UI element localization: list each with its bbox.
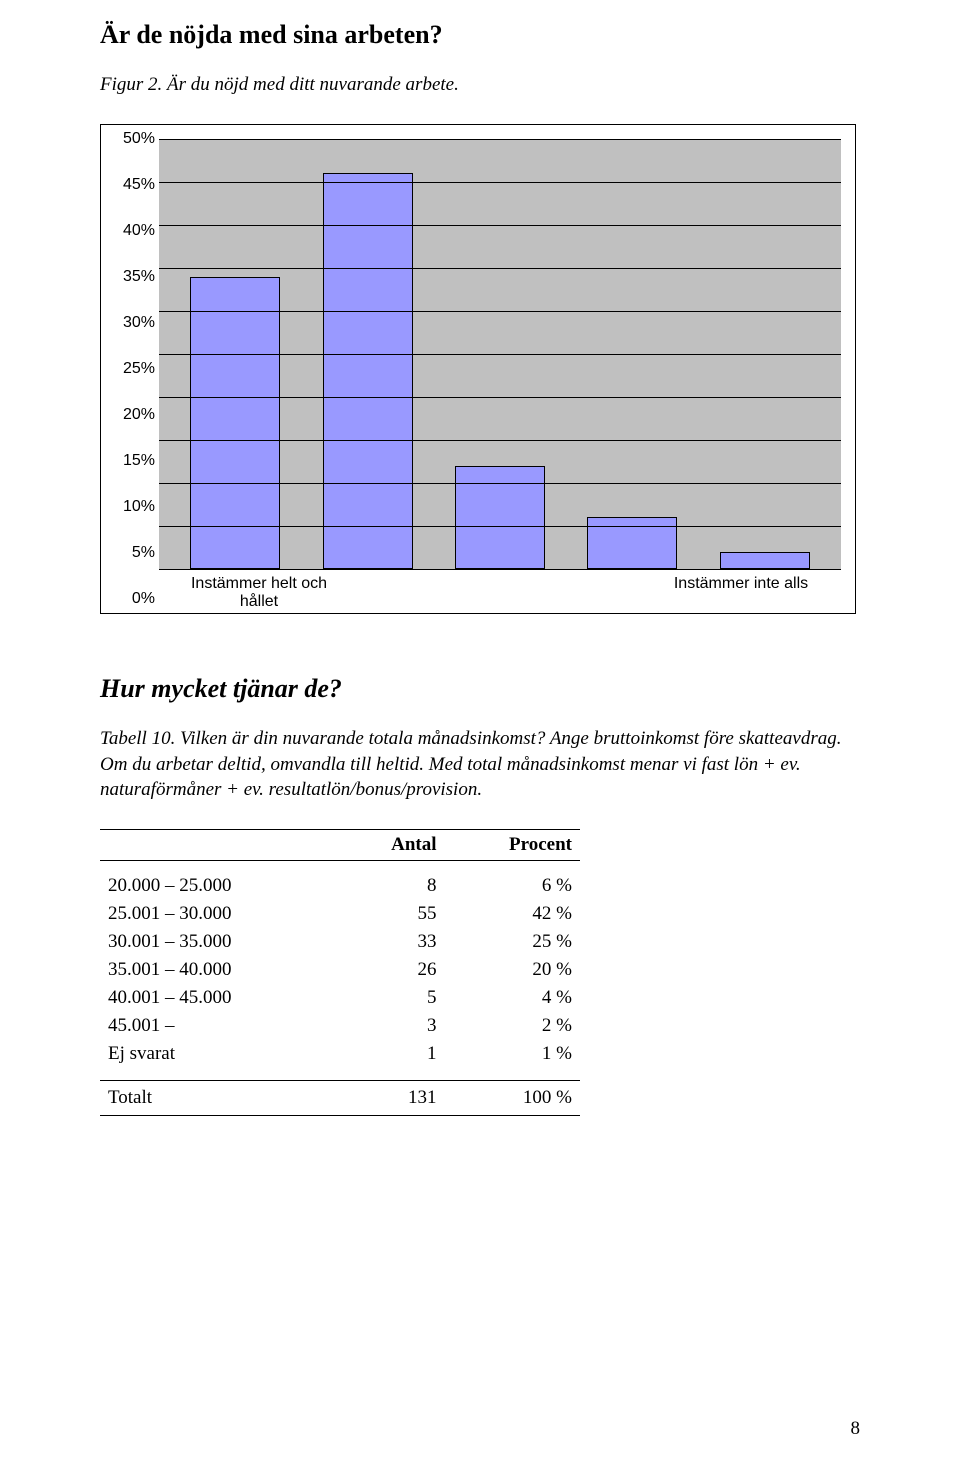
row-label: 35.001 – 40.000 — [100, 956, 339, 984]
table-row: 35.001 – 40.0002620 % — [100, 956, 580, 984]
grid-line — [159, 225, 841, 226]
income-table: Antal Procent 20.000 – 25.00086 %25.001 … — [100, 829, 580, 1116]
y-tick-label: 15% — [123, 452, 155, 470]
row-procent: 42 % — [445, 900, 580, 928]
table-row: 40.001 – 45.00054 % — [100, 984, 580, 1012]
bar — [323, 173, 413, 569]
row-procent: 2 % — [445, 1012, 580, 1040]
row-label: 20.000 – 25.000 — [100, 872, 339, 900]
row-label: 45.001 – — [100, 1012, 339, 1040]
row-label: 25.001 – 30.000 — [100, 900, 339, 928]
table-row: Ej svarat11 % — [100, 1040, 580, 1068]
grid-line — [159, 139, 841, 140]
row-label: Ej svarat — [100, 1040, 339, 1068]
x-label-left-line1: Instämmer helt och — [191, 575, 327, 592]
col-header-antal: Antal — [339, 829, 444, 860]
row-procent: 20 % — [445, 956, 580, 984]
grid-line — [159, 569, 841, 570]
y-tick-label: 10% — [123, 498, 155, 516]
y-tick-label: 50% — [123, 130, 155, 148]
table-header-row: Antal Procent — [100, 829, 580, 860]
table-row: 25.001 – 30.0005542 % — [100, 900, 580, 928]
table-spacer — [100, 1068, 580, 1080]
x-axis-labels: Instämmer helt och hållet Instämmer inte… — [159, 569, 841, 611]
grid-line — [159, 311, 841, 312]
col-header-empty — [100, 829, 339, 860]
row-procent: 1 % — [445, 1040, 580, 1068]
x-label-left: Instämmer helt och hållet — [169, 575, 349, 611]
table-spacer — [100, 860, 580, 872]
page-title: Är de nöjda med sina arbeten? — [100, 20, 860, 50]
table-caption: Tabell 10. Vilken är din nuvarande total… — [100, 726, 860, 803]
table-total-row: Totalt131100 % — [100, 1080, 580, 1115]
y-tick-label: 35% — [123, 268, 155, 286]
row-procent: 25 % — [445, 928, 580, 956]
table-row: 45.001 –32 % — [100, 1012, 580, 1040]
grid-line — [159, 483, 841, 484]
row-antal: 55 — [339, 900, 444, 928]
row-procent: 4 % — [445, 984, 580, 1012]
row-antal: 26 — [339, 956, 444, 984]
total-procent: 100 % — [445, 1080, 580, 1115]
grid-line — [159, 440, 841, 441]
grid-line — [159, 397, 841, 398]
y-tick-label: 40% — [123, 222, 155, 240]
chart-inner: 0%5%10%15%20%25%30%35%40%45%50% Instämme… — [159, 139, 841, 599]
x-label-right: Instämmer inte alls — [651, 575, 831, 611]
col-header-procent: Procent — [445, 829, 580, 860]
y-tick-label: 30% — [123, 314, 155, 332]
row-antal: 5 — [339, 984, 444, 1012]
figure-caption: Figur 2. Är du nöjd med ditt nuvarande a… — [100, 74, 860, 96]
row-antal: 8 — [339, 872, 444, 900]
grid-line — [159, 268, 841, 269]
total-label: Totalt — [100, 1080, 339, 1115]
grid-line — [159, 354, 841, 355]
row-antal: 1 — [339, 1040, 444, 1068]
bar — [455, 466, 545, 569]
y-tick-label: 25% — [123, 360, 155, 378]
y-tick-label: 0% — [132, 590, 155, 608]
section-title: Hur mycket tjänar de? — [100, 674, 860, 704]
grid-line — [159, 526, 841, 527]
table-row: 30.001 – 35.0003325 % — [100, 928, 580, 956]
y-tick-label: 20% — [123, 406, 155, 424]
row-label: 40.001 – 45.000 — [100, 984, 339, 1012]
row-antal: 3 — [339, 1012, 444, 1040]
row-antal: 33 — [339, 928, 444, 956]
row-label: 30.001 – 35.000 — [100, 928, 339, 956]
x-label-left-line2: hållet — [240, 593, 278, 610]
page-number: 8 — [851, 1418, 861, 1440]
y-axis-ticks: 0%5%10%15%20%25%30%35%40%45%50% — [111, 139, 155, 599]
row-procent: 6 % — [445, 872, 580, 900]
plot-area — [159, 139, 841, 569]
grid-line — [159, 182, 841, 183]
total-antal: 131 — [339, 1080, 444, 1115]
y-tick-label: 45% — [123, 176, 155, 194]
chart-frame: 0% 5% 10% 15% 20% 25% 30% 35% 40% 45% 50% Instämme… — [100, 124, 856, 614]
table-row: 20.000 – 25.00086 % — [100, 872, 580, 900]
y-tick-label: 5% — [132, 544, 155, 562]
bar — [720, 552, 810, 569]
